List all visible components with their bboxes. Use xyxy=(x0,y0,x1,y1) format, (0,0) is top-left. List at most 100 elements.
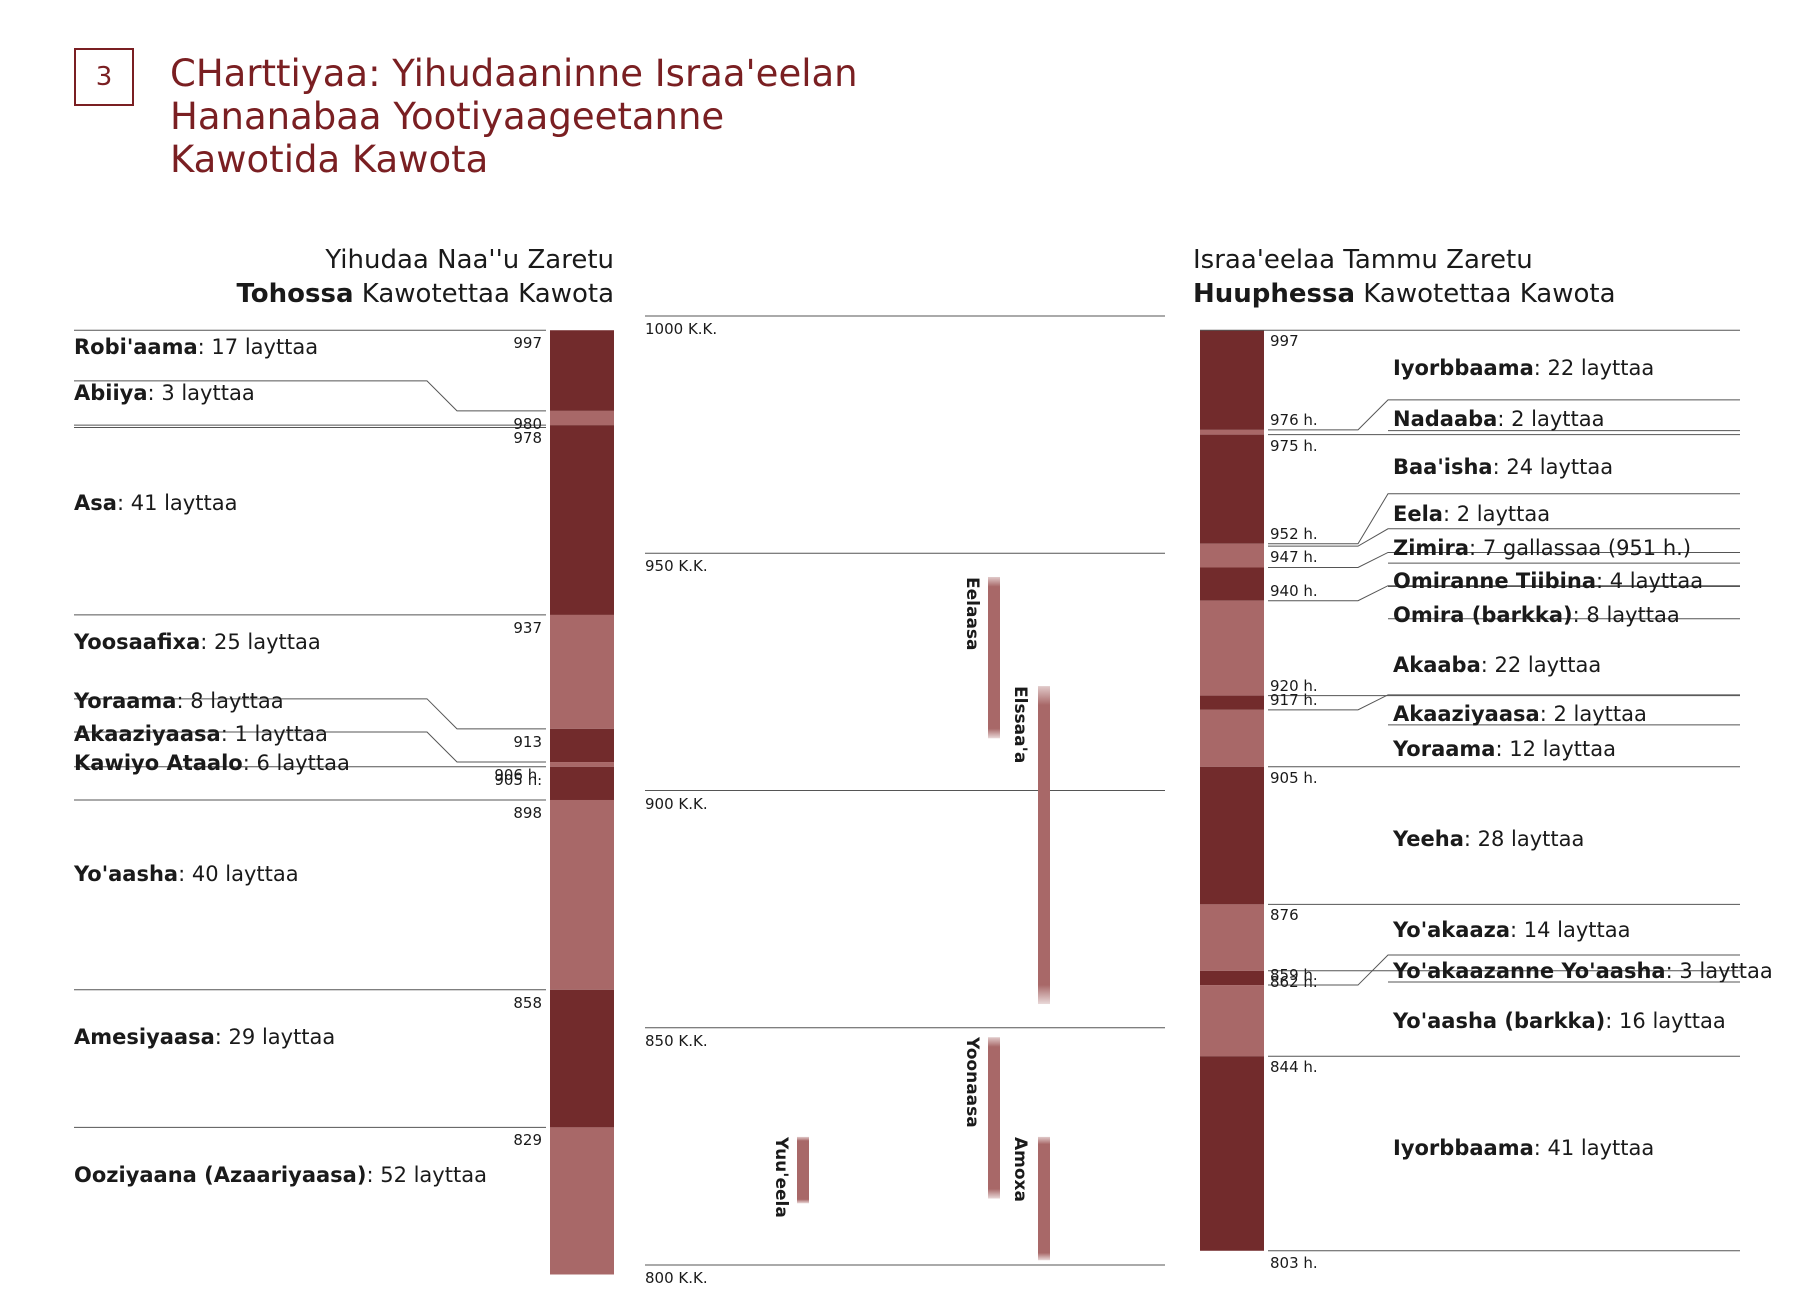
king-name: Akaaziyaasa xyxy=(1393,702,1540,726)
prophet-label: Yuu'eela xyxy=(771,1136,791,1218)
start-year-label: 975 h. xyxy=(1270,436,1318,455)
reign-label: Iyorbbaama: 22 layttaa xyxy=(1393,356,1655,380)
reign-label: Yoosaafixa: 25 layttaa xyxy=(74,630,321,654)
prophet-bar xyxy=(797,1136,809,1204)
king-name: Amesiyaasa xyxy=(74,1025,215,1049)
king-name: Kawiyo Ataalo xyxy=(74,751,243,775)
reign-label: Akaaziyaasa: 1 layttaa xyxy=(74,722,328,746)
reign-bar xyxy=(550,614,614,729)
reign-bar xyxy=(550,762,614,767)
israel-heading-line1: Israa'eelaa Tammu Zaretu xyxy=(1193,245,1533,275)
reign-length: 24 layttaa xyxy=(1506,455,1614,479)
reign-label: Abiiya: 3 layttaa xyxy=(74,381,255,405)
start-year-label: 803 h. xyxy=(1270,1253,1318,1272)
reign-length: 7 gallassaa (951 h.) xyxy=(1482,536,1692,560)
king-name: Akaaba xyxy=(1393,653,1481,677)
reign-label: Nadaaba: 2 layttaa xyxy=(1393,407,1605,431)
reign-label: Yeeha: 28 layttaa xyxy=(1393,827,1585,851)
divider-line xyxy=(1268,528,1740,547)
reign-bar xyxy=(550,989,614,1128)
start-year-label: 947 h. xyxy=(1270,548,1318,567)
reign-bar xyxy=(550,330,614,411)
israel-column-heading: Israa'eelaa Tammu Zaretu Huuphessa Kawot… xyxy=(1193,243,1616,311)
start-year-label: 876 xyxy=(1270,906,1299,925)
reign-length: 3 layttaa xyxy=(1679,959,1773,983)
axis-tick-label: 900 K.K. xyxy=(645,794,708,813)
start-year-label: 906 h. xyxy=(494,766,542,785)
reign-length: 8 layttaa xyxy=(1586,603,1680,627)
reign-bar xyxy=(550,766,614,800)
start-year-label: 997 xyxy=(1270,332,1299,351)
start-year-label: 858 xyxy=(513,993,542,1012)
axis-tick-label: 950 K.K. xyxy=(645,557,708,576)
reign-length: 14 layttaa xyxy=(1523,918,1631,942)
axis-tick-label: 850 K.K. xyxy=(645,1031,708,1050)
reign-length: 2 layttaa xyxy=(1456,502,1551,526)
reign-bar xyxy=(1200,709,1264,767)
prophet-label: Eelaasa xyxy=(962,576,982,651)
prophet-bar xyxy=(1038,1136,1050,1261)
reign-bar xyxy=(1200,985,1264,1057)
king-name: Yo'aasha xyxy=(74,862,179,886)
divider-line xyxy=(74,698,546,730)
king-name: Yeeha xyxy=(1393,827,1464,851)
reign-label: Akaaziyaasa: 2 layttaa xyxy=(1393,702,1647,726)
prophet-bar xyxy=(988,1037,1000,1199)
reign-bar xyxy=(550,728,614,763)
reign-label: Baa'isha: 24 layttaa xyxy=(1393,455,1614,479)
reign-label: Eela: 2 layttaa xyxy=(1393,502,1551,526)
prophet-bar xyxy=(988,576,1000,739)
reign-length: 2 layttaa xyxy=(1511,407,1605,431)
reign-bar xyxy=(1200,904,1264,971)
king-name: Yo'akaaza xyxy=(1393,918,1511,942)
reign-bar xyxy=(1200,548,1264,568)
king-name: Yo'aasha (barkka) xyxy=(1393,1009,1606,1033)
start-year-label: 976 h. xyxy=(1270,410,1318,429)
reign-length: 41 layttaa xyxy=(1547,1136,1655,1160)
reign-label: Yo'aasha: 40 layttaa xyxy=(74,862,299,886)
reign-length: 40 layttaa xyxy=(191,862,299,886)
reign-bar xyxy=(550,410,614,426)
divider-line xyxy=(1268,585,1740,602)
start-year-label: 905 h. xyxy=(1270,768,1318,787)
reign-label: Kawiyo Ataalo: 6 layttaa xyxy=(74,751,350,775)
king-name: Yoraama xyxy=(74,689,177,713)
judah-column-heading: Yihudaa Naa''u Zaretu Tohossa Kawotettaa… xyxy=(140,243,614,311)
reign-label: Ooziyaana (Azaariyaasa): 52 layttaa xyxy=(74,1163,487,1187)
reign-length: 2 layttaa xyxy=(1553,702,1647,726)
reign-bar xyxy=(1200,543,1264,549)
reign-label: Zimira: 7 gallassaa (951 h.) xyxy=(1393,536,1692,560)
start-year-label: 980 xyxy=(513,414,542,433)
reign-length: 29 layttaa xyxy=(228,1025,336,1049)
divider-line xyxy=(1268,399,1740,431)
axis-tick-label: 1000 K.K. xyxy=(645,320,718,338)
reign-length: 52 layttaa xyxy=(380,1163,487,1187)
king-name: Yoosaafixa xyxy=(74,630,201,654)
reign-bar xyxy=(1200,567,1264,601)
israel-heading-bold: Huuphessa xyxy=(1193,279,1356,309)
king-name: Baa'isha xyxy=(1393,455,1493,479)
reign-bar xyxy=(1200,695,1264,710)
king-name: Yoraama xyxy=(1393,737,1496,761)
reign-bar xyxy=(1200,429,1264,435)
title-line: Hananabaa Yootiyaageetanne xyxy=(170,95,725,138)
king-name: Omiranne Tiibina xyxy=(1393,569,1596,593)
start-year-label: 917 h. xyxy=(1270,690,1318,709)
reign-bar xyxy=(1200,1056,1264,1251)
reign-length: 16 layttaa xyxy=(1619,1009,1726,1033)
reign-bar xyxy=(1200,600,1264,696)
reign-length: 17 layttaa xyxy=(211,335,319,359)
reign-label: Yoraama: 8 layttaa xyxy=(74,689,284,713)
reign-label: Yo'akaaza: 14 layttaa xyxy=(1393,918,1631,942)
reign-length: 22 layttaa xyxy=(1494,653,1602,677)
reign-bar xyxy=(550,425,614,615)
judah-heading-rest: Kawotettaa Kawota xyxy=(361,279,614,309)
reign-length: 6 layttaa xyxy=(256,751,350,775)
king-name: Abiiya xyxy=(74,381,148,405)
divider-line xyxy=(74,380,546,412)
reign-length: 1 layttaa xyxy=(234,722,328,746)
reign-length: 8 layttaa xyxy=(190,689,284,713)
reign-label: Omiranne Tiibina: 4 layttaa xyxy=(1393,569,1704,593)
reign-label: Yoraama: 12 layttaa xyxy=(1393,737,1616,761)
prophet-label: Elssaa'a xyxy=(1010,686,1030,764)
